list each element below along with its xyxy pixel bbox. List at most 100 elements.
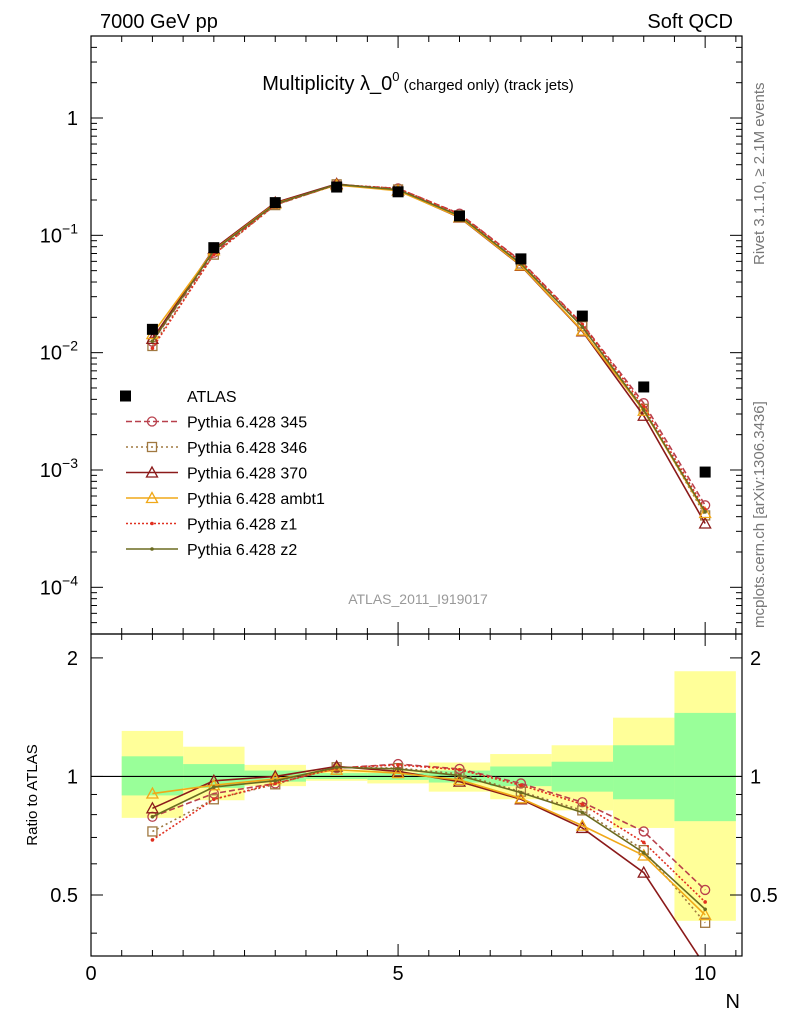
legend-marker [145,465,159,478]
ratio-series-3 [145,762,712,921]
y-tick-label-lower-right: 0.5 [750,885,778,907]
x-tick-label: 5 [393,963,404,985]
mcplots-source-label: mcplots.cern.ch [arXiv:1306.3436] [751,401,768,628]
ratio-series-point [207,778,221,791]
ratio-series-point [391,766,405,779]
ratio-series-point [514,791,528,804]
legend-entry-0: Pythia 6.428 345 [126,415,307,432]
legend-entry-1: Pythia 6.428 346 [126,440,307,457]
y-tick-label-lower: 2 [67,648,78,670]
y-tick-label-upper: 10−3 [40,455,78,482]
ratio-series-line [152,763,706,891]
uncertainty-bands [121,671,736,921]
ratio-series-point [515,778,527,789]
ratio-series-point [641,850,646,855]
y-tick-label-lower: 1 [67,766,78,788]
y-tick-label-upper: 1 [67,108,78,130]
ratio-series-point [396,767,400,771]
ratio-series-point [212,785,216,789]
x-axis-label: N [726,991,740,1013]
ratio-series-point [637,865,651,878]
mc-series-point [150,346,155,351]
mc-series-line [151,183,706,513]
ratio-series-point [703,907,707,912]
ratio-series-5 [150,765,707,912]
ratio-series-point [334,765,339,770]
atlas-data-point [515,253,527,265]
mc-series-4 [150,182,707,512]
ratio-series-point [519,783,523,788]
ratio-y-axis-label: Ratio to ATLAS [24,744,41,845]
legend-label: Pythia 6.428 z2 [187,542,297,559]
legend-label-atlas: ATLAS [187,389,237,406]
ratio-series-point [208,794,219,805]
main-plot-area: 10−4 10−3 10−2 10−1 1 [40,35,742,635]
ratio-series-point [273,778,278,783]
atlas-data-point [392,186,404,198]
ratio-series-point [391,764,405,777]
ratio-series-line [152,768,706,916]
mc-series-5 [150,182,707,514]
y-tick-label-lower: 0.5 [50,885,78,907]
stat-uncertainty-band [613,745,675,800]
legend-marker [150,521,154,526]
y-tick-label-upper: 10−2 [40,338,78,365]
legend-label: Pythia 6.428 370 [187,466,307,483]
atlas-data-point [269,197,281,209]
y-tick-label-upper: 10−1 [40,220,78,247]
ratio-series-point [638,826,649,837]
legend-marker [145,491,159,504]
ratio-series-point [703,900,707,904]
ratio-series-line [152,766,706,910]
ratio-series-0 [147,758,711,896]
atlas-data-series [146,181,711,478]
x-tick-label: 0 [85,963,96,985]
y-tick-label-lower-right: 2 [750,648,761,670]
mc-series-0 [147,179,711,511]
ratio-series-point [580,802,585,807]
legend-marker [146,416,158,427]
mc-series-point [641,408,646,412]
ratio-series-point [641,840,646,845]
atlas-data-point [576,310,588,322]
ratio-series-point [396,763,400,767]
mc-series-point [698,506,712,519]
legend-entry-2: Pythia 6.428 370 [126,466,307,483]
ratio-series-point [145,801,160,814]
ratio-series-point [575,818,589,831]
legend-label: Pythia 6.428 345 [187,415,307,432]
atlas-data-point [146,323,158,335]
legend-label: Pythia 6.428 z1 [187,517,297,534]
ratio-series-point [330,759,344,772]
legend-entry-4: Pythia 6.428 z1 [126,517,297,534]
ratio-series-point [580,810,585,815]
ratio-series-group [145,758,712,956]
ratio-plot-area: 0 5 10 0.5 0.5 1 1 2 2 [50,634,778,985]
ratio-series-point [212,797,216,802]
atlas-data-point [638,381,650,393]
ratio-series-point [698,908,712,921]
ratio-series-4 [150,763,707,904]
ratio-series-point [273,781,278,786]
ratio-series-point [150,814,155,819]
atlas-data-point [208,242,220,254]
ratio-series-point [457,773,462,778]
ratio-series-point [150,838,155,842]
rivet-version-label: Rivet 3.1.10, ≥ 2.1M events [751,83,768,266]
process-label: Soft QCD [647,11,733,33]
ratio-series-point [577,797,588,808]
ratio-series-point [145,786,160,799]
legend-entry-atlas: ATLAS [120,389,237,406]
legend-marker [150,547,154,551]
ratio-series-point [700,917,711,928]
ratio-series-point [700,884,711,896]
ratio-series-point [519,790,523,795]
atlas-data-point [331,181,343,193]
legend: ATLAS Pythia 6.428 345 Pythia 6.428 346 Pyt… [120,389,325,559]
atlas-data-point [453,210,465,222]
stat-uncertainty-band [674,712,736,822]
legend-entry-5: Pythia 6.428 z2 [126,542,297,559]
ratio-series-point [457,767,462,772]
legend-label: Pythia 6.428 ambt1 [187,491,325,508]
mc-series-point [698,516,712,529]
